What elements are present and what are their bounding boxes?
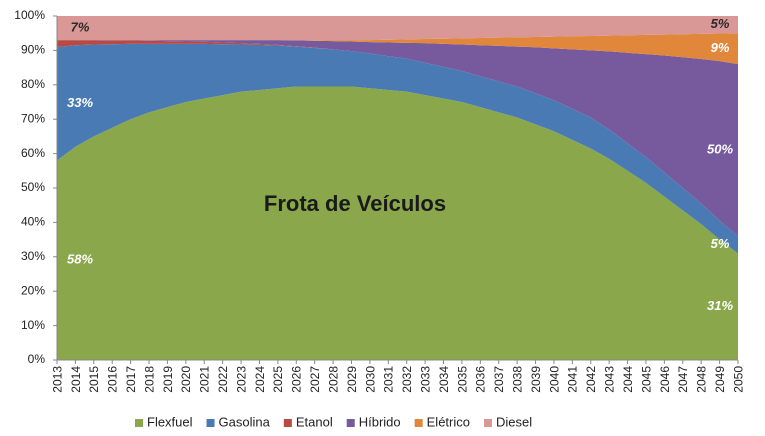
- x-tick-label: 2044: [621, 366, 635, 393]
- x-tick-label: 2034: [437, 366, 451, 393]
- y-tick-label: 10%: [21, 318, 45, 332]
- x-tick-label: 2039: [529, 366, 543, 393]
- x-tick-label: 2047: [676, 366, 690, 393]
- data-label: 33%: [67, 95, 93, 110]
- x-tick-label: 2050: [731, 366, 745, 393]
- x-tick-label: 2048: [695, 366, 709, 393]
- y-tick-label: 60%: [21, 146, 45, 160]
- legend-swatch: [135, 419, 143, 427]
- legend-swatch: [484, 419, 492, 427]
- x-tick-label: 2020: [179, 366, 193, 393]
- legend-label: Diesel: [496, 414, 532, 429]
- y-tick-label: 70%: [21, 111, 45, 125]
- x-tick-label: 2026: [290, 366, 304, 393]
- x-tick-label: 2029: [345, 366, 359, 393]
- overlay: 58% 31% 33% 5% 50% 9% 7% 5% 0% 10% 20% 30% 40% 50% 60%…: [14, 8, 745, 393]
- x-tick-label: 2021: [198, 366, 212, 393]
- x-tick-label: 2032: [400, 366, 414, 393]
- x-tick-label: 2038: [511, 366, 525, 393]
- legend-swatch: [414, 419, 423, 427]
- area: [57, 33, 738, 65]
- data-label: 9%: [711, 40, 730, 55]
- x-tick-label: 2025: [271, 366, 285, 393]
- x-tick-label: 2042: [584, 366, 598, 393]
- x-tick-label: 2045: [639, 366, 653, 393]
- legend-label: Híbrido: [359, 414, 401, 429]
- plot-area: [57, 16, 738, 361]
- x-tick-label: 2035: [455, 366, 469, 393]
- data-label: 50%: [707, 142, 733, 157]
- x-tick-label: 2018: [142, 366, 156, 393]
- x-tick-label: 2017: [124, 366, 138, 393]
- x-tick-label: 2040: [547, 366, 561, 393]
- x-tick-label: 2037: [492, 366, 506, 393]
- x-tick-label: 2023: [234, 366, 248, 393]
- x-tick-label: 2019: [161, 366, 175, 393]
- x-tick-label: 2028: [326, 366, 340, 393]
- area: [57, 40, 738, 237]
- y-tick-label: 80%: [21, 77, 45, 91]
- x-tick-label: 2031: [382, 366, 396, 393]
- legend-label: Flexfuel: [147, 414, 193, 429]
- x-tick-label: 2049: [713, 366, 727, 393]
- legend-swatch: [206, 419, 215, 427]
- x-tick-label: 2046: [658, 366, 672, 393]
- x-tick-label: 2015: [87, 366, 101, 393]
- data-label: 7%: [71, 19, 90, 34]
- x-tick-label: 2036: [474, 366, 488, 393]
- y-tick-label: 20%: [21, 283, 45, 297]
- area: [57, 86, 738, 361]
- legend-label: Elétrico: [427, 414, 470, 429]
- x-tick-label: 2027: [308, 366, 322, 393]
- data-label: 58%: [67, 252, 93, 267]
- legend-label: Gasolina: [219, 414, 271, 429]
- x-tick-label: 2043: [603, 366, 617, 393]
- x-tick-label: 2022: [216, 366, 230, 393]
- x-tick-label: 2016: [106, 366, 120, 393]
- area: [57, 43, 738, 254]
- legend-swatch: [283, 419, 292, 427]
- y-tick-label: 50%: [21, 180, 45, 194]
- y-tick-label: 0%: [28, 352, 46, 366]
- data-label: 31%: [707, 298, 733, 313]
- chart-title: Frota de Veículos: [264, 191, 446, 216]
- x-tick-label: 2041: [566, 366, 580, 393]
- x-tick-label: 2014: [69, 366, 83, 393]
- y-tick-label: 30%: [21, 249, 45, 263]
- legend: Flexfuel Gasolina Etanol Híbrido Elétrico Die…: [135, 414, 532, 429]
- x-tick-label: 2013: [50, 366, 64, 393]
- y-tick-label: 90%: [21, 43, 45, 57]
- x-tick-label: 2030: [363, 366, 377, 393]
- y-tick-label: 40%: [21, 215, 45, 229]
- x-tick-label: 2033: [418, 366, 432, 393]
- legend-label: Etanol: [296, 414, 333, 429]
- data-label: 5%: [711, 236, 730, 251]
- data-label: 5%: [711, 16, 730, 31]
- area: [57, 16, 738, 41]
- x-tick-label: 2024: [253, 366, 267, 393]
- y-tick-label: 100%: [14, 8, 45, 22]
- legend-swatch: [346, 419, 355, 427]
